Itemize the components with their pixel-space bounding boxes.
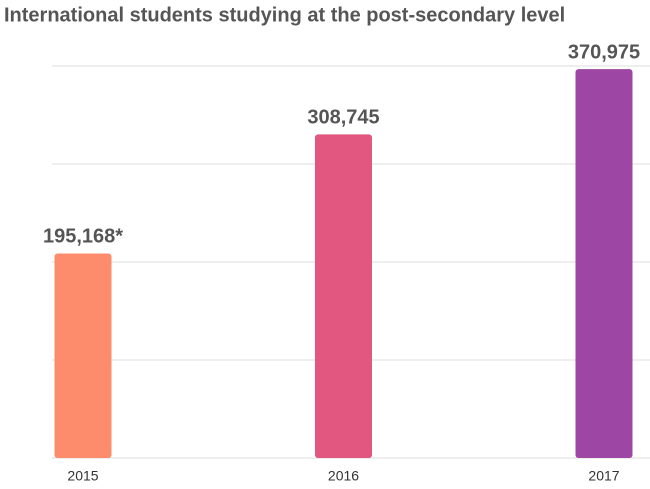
bar — [575, 69, 633, 458]
value-label: 308,745 — [307, 107, 379, 129]
chart-title: International students studying at the p… — [4, 4, 565, 26]
x-tick-label: 2016 — [328, 468, 359, 484]
value-label: 195,168* — [43, 226, 123, 248]
x-tick-label: 2017 — [588, 468, 619, 484]
x-tick-label: 2015 — [67, 468, 98, 484]
bar — [315, 134, 372, 458]
bar — [54, 253, 112, 458]
value-label: 370,975 — [568, 41, 640, 63]
